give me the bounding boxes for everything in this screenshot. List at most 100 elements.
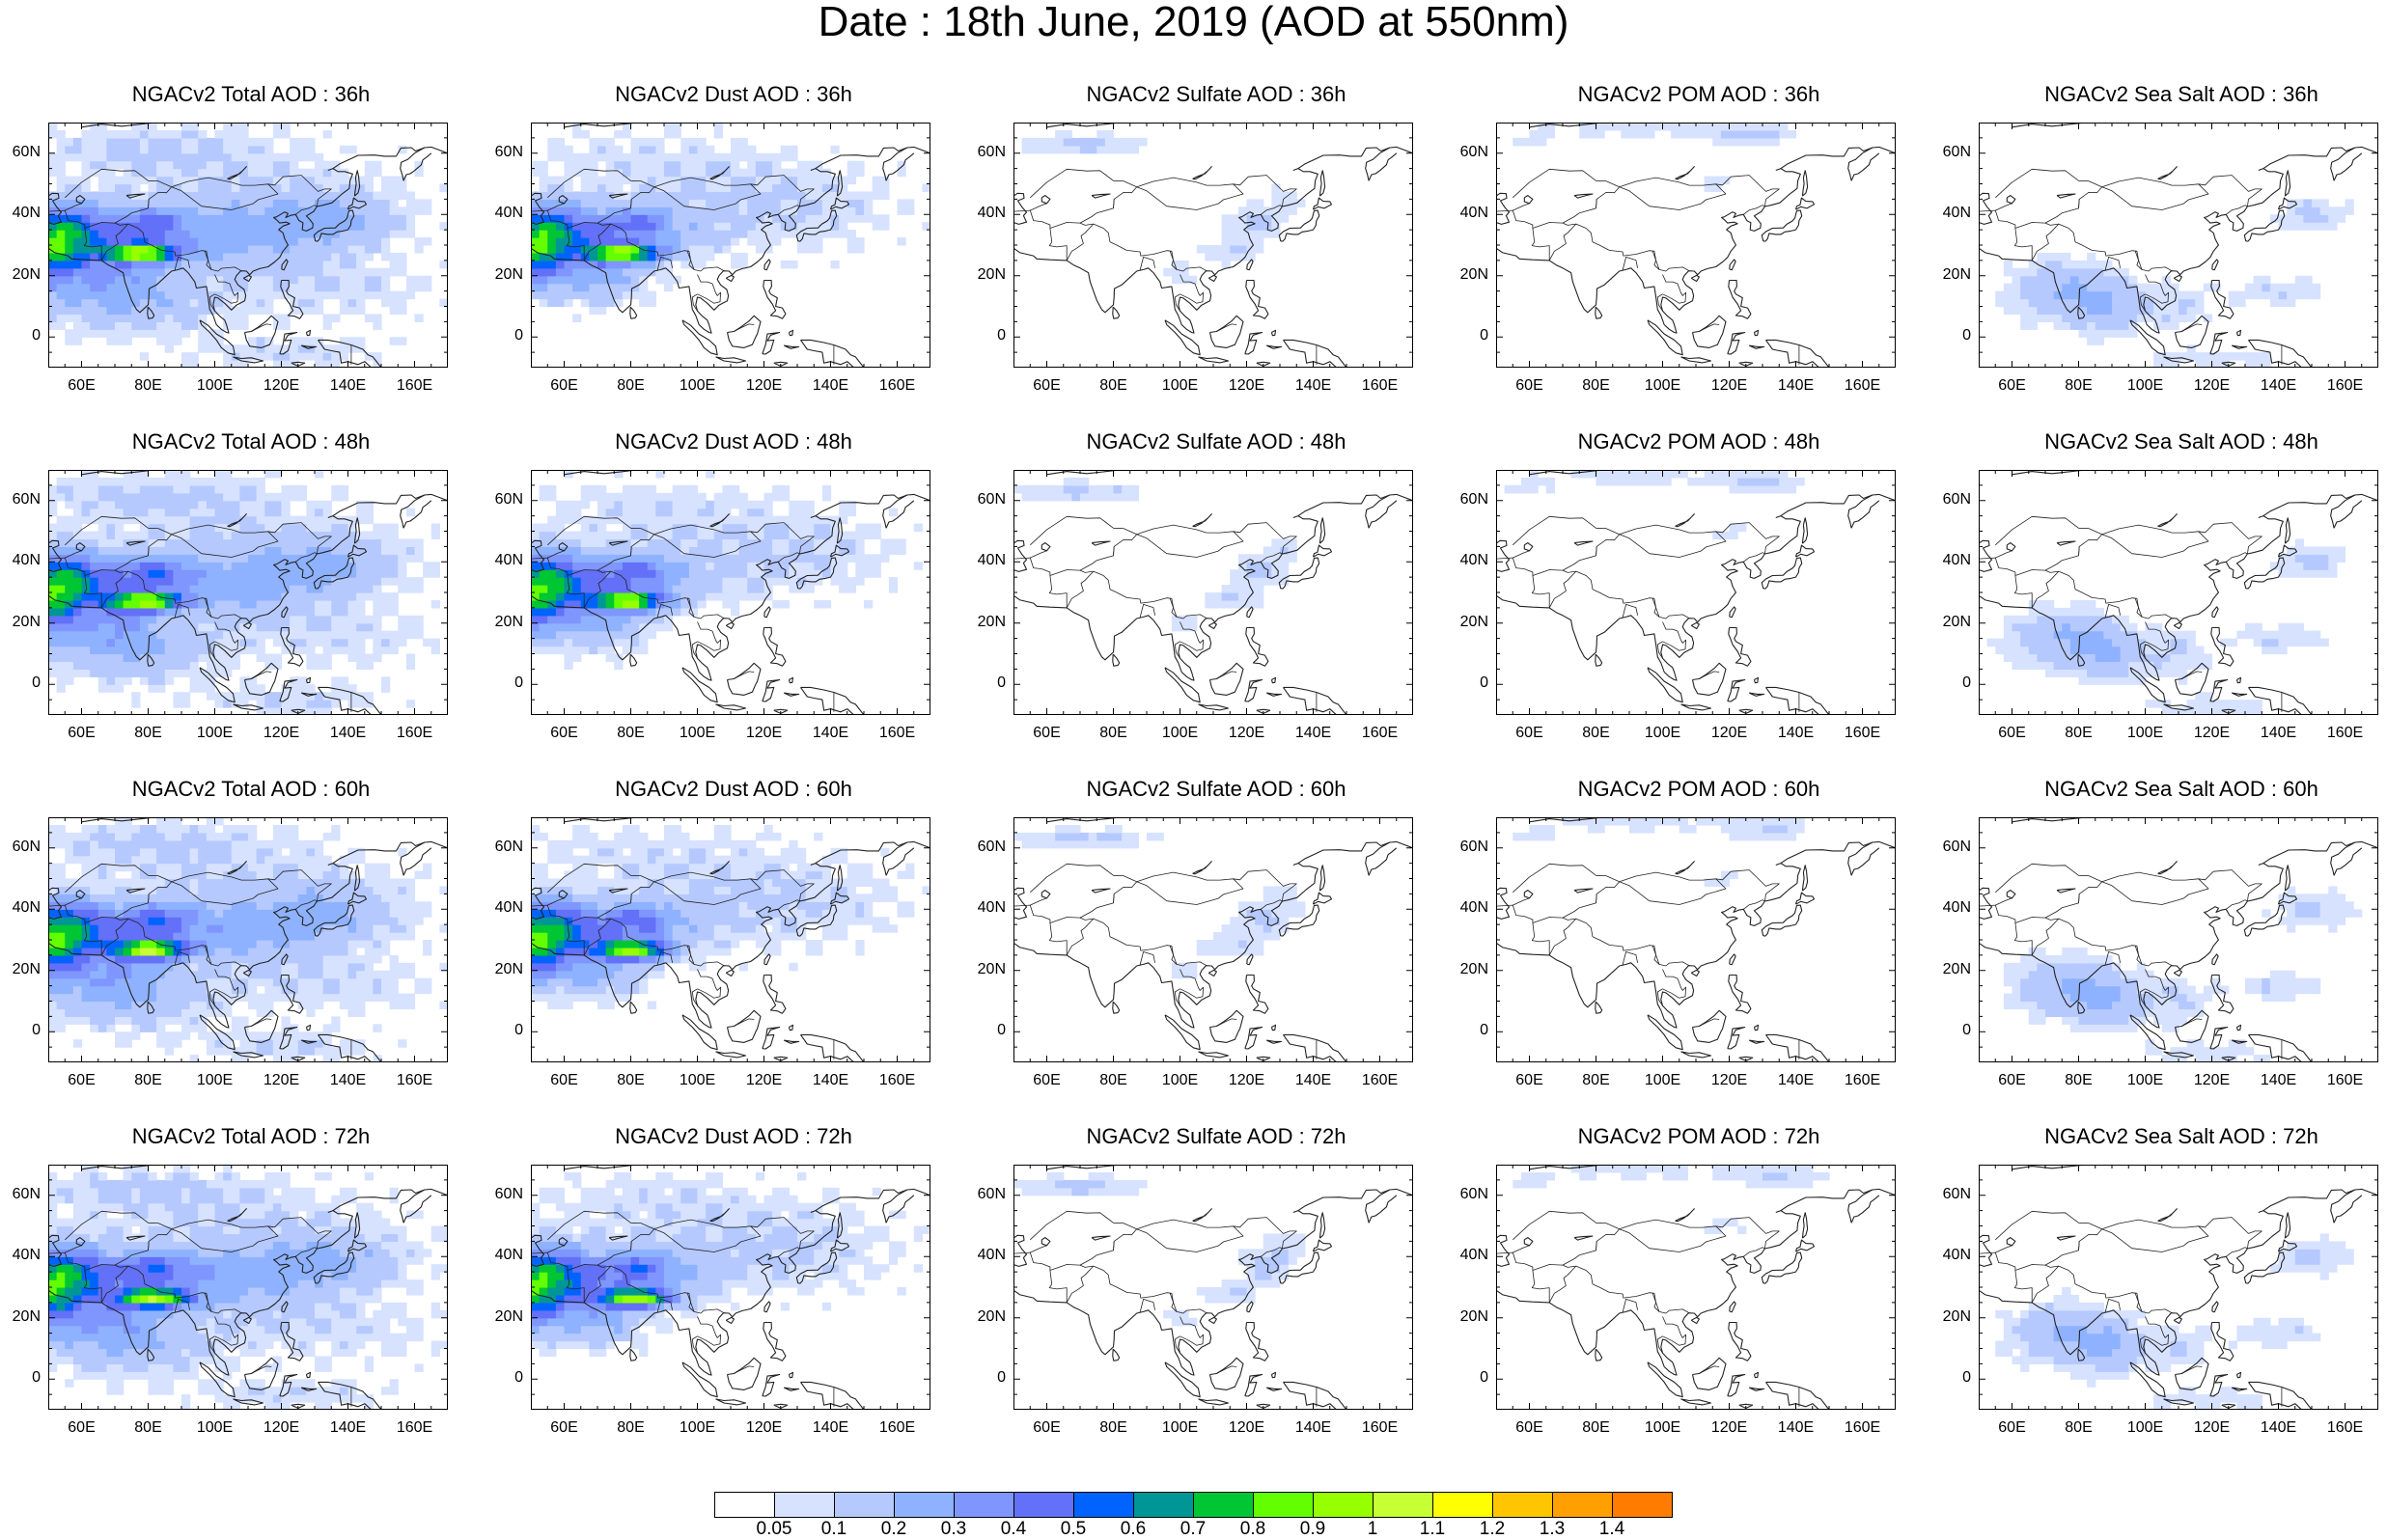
coastline: [2056, 193, 2076, 199]
aod-cell: [855, 168, 865, 178]
aod-cell: [65, 306, 74, 316]
aod-cell: [322, 283, 332, 292]
aod-cell: [331, 484, 341, 494]
aod-cell: [1271, 199, 1281, 207]
map-canvas: [1013, 470, 1413, 715]
aod-cell: [231, 176, 240, 185]
aod-cell: [2045, 283, 2055, 292]
aod-cell: [364, 562, 374, 570]
country-border: [2139, 293, 2146, 312]
aod-cell: [821, 176, 832, 185]
aod-cell: [905, 206, 915, 215]
aod-cell: [2179, 352, 2188, 361]
aod-cell: [339, 290, 349, 300]
aod-cell: [281, 700, 291, 708]
aod-cell: [639, 160, 649, 170]
aod-cell: [680, 599, 690, 609]
aod-cell: [1230, 222, 1239, 231]
aod-cell: [1096, 145, 1106, 154]
aod-cell: [156, 160, 166, 170]
aod-cell: [597, 230, 607, 238]
aod-cell: [56, 538, 66, 547]
aod-cell: [789, 168, 798, 178]
aod-cell: [713, 176, 723, 185]
aod-cell: [672, 152, 681, 162]
aod-cell: [2312, 206, 2321, 215]
aod-cell: [189, 214, 199, 223]
aod-cell: [755, 500, 765, 509]
aod-cell: [322, 160, 332, 170]
aod-cell: [2253, 352, 2262, 361]
aod-cell: [198, 615, 208, 624]
aod-cell: [206, 638, 216, 647]
aod-cell: [1180, 267, 1189, 277]
aod-cell: [72, 577, 83, 586]
aod-cell: [555, 538, 566, 547]
aod-cell: [597, 492, 607, 502]
aod-cell: [639, 531, 649, 540]
aod-cell: [72, 538, 83, 547]
aod-cell: [347, 298, 357, 308]
aod-cell: [181, 599, 191, 609]
aod-cell: [189, 245, 199, 254]
aod-cell: [722, 199, 732, 207]
aod-cell: [539, 168, 548, 178]
aod-cell: [148, 477, 157, 486]
aod-cell: [306, 653, 316, 663]
aod-cell: [597, 283, 607, 292]
aod-cell: [555, 622, 566, 632]
aod-cell: [272, 267, 283, 277]
aod-cell: [81, 500, 91, 509]
aod-cell: [2269, 214, 2280, 223]
aod-cell: [156, 337, 166, 345]
aod-cell: [322, 176, 332, 185]
aod-cell: [839, 577, 848, 586]
aod-cell: [214, 615, 224, 624]
lon-tick-label: 140E: [812, 725, 849, 741]
aod-cell: [738, 546, 748, 555]
aod-cell: [2179, 290, 2188, 300]
aod-cell: [322, 592, 332, 601]
aod-cell: [839, 562, 848, 570]
aod-cell: [2303, 199, 2313, 207]
aod-cell: [2069, 283, 2080, 292]
aod-cell: [655, 607, 665, 617]
aod-cell: [322, 700, 332, 708]
aod-cell: [164, 298, 174, 308]
aod-cell: [2078, 329, 2088, 338]
aod-cell: [231, 492, 240, 502]
aod-cell: [315, 661, 324, 670]
aod-cell: [339, 168, 349, 178]
aod-cell: [2211, 352, 2221, 361]
aod-cell: [264, 306, 274, 316]
aod-map: [1496, 123, 1896, 368]
aod-cell: [256, 484, 265, 494]
aod-cell: [339, 546, 349, 555]
aod-cell: [805, 245, 815, 254]
aod-cell: [405, 622, 416, 632]
aod-cell: [572, 267, 582, 277]
aod-cell: [2170, 314, 2179, 322]
aod-cell: [2053, 306, 2063, 316]
aod-cell: [405, 290, 416, 300]
aod-cell: [297, 230, 307, 238]
aod-cell: [198, 260, 208, 269]
country-border: [1651, 251, 1660, 270]
aod-cell: [156, 168, 166, 178]
aod-cell: [248, 692, 258, 701]
aod-cell: [414, 546, 424, 555]
coastline: [280, 279, 304, 319]
aod-cell: [306, 523, 316, 533]
aod-cell: [272, 321, 283, 330]
aod-cell: [655, 222, 665, 231]
aod-cell: [97, 245, 107, 254]
aod-cell: [206, 599, 216, 609]
aod-cell: [731, 252, 740, 261]
coastline: [147, 653, 155, 667]
aod-cell: [555, 646, 566, 655]
aod-cell: [381, 638, 391, 647]
aod-cell: [2028, 283, 2038, 292]
aod-cell: [580, 562, 590, 570]
aod-cell: [290, 306, 299, 316]
aod-cell: [747, 577, 757, 586]
